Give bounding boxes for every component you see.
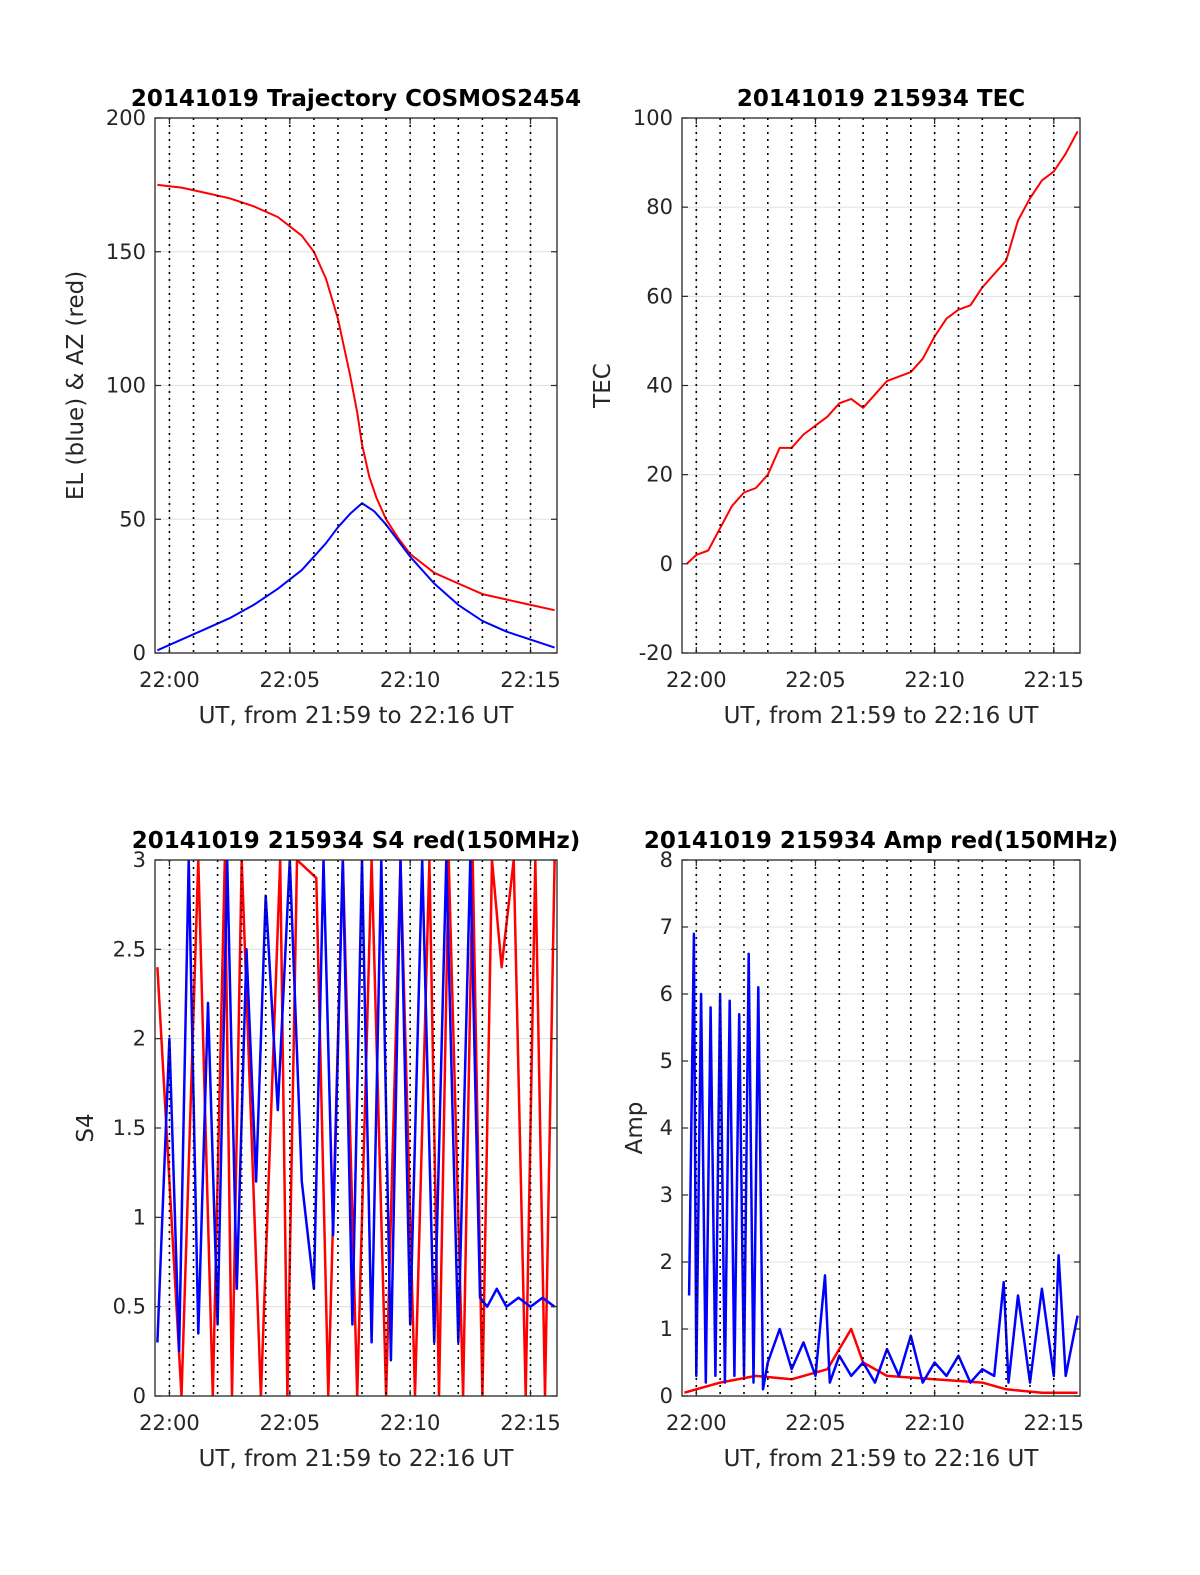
series-line-1 [156, 860, 556, 1396]
y-tick-label: 8 [660, 848, 673, 872]
y-tick-label: 40 [646, 374, 673, 398]
x-axis-label: UT, from 21:59 to 22:16 UT [199, 1446, 515, 1472]
y-tick-label: 0 [133, 1384, 146, 1408]
y-tick-label: 80 [646, 195, 673, 219]
x-axis-label: UT, from 21:59 to 22:16 UT [724, 703, 1040, 729]
series-group [684, 932, 1079, 1394]
y-tick-label: 100 [633, 106, 673, 130]
chart-title: 20141019 Trajectory COSMOS2454 [131, 86, 581, 112]
series-line-2 [687, 932, 1079, 1391]
y-tick-label: 50 [119, 507, 146, 531]
chart-title: 20141019 215934 S4 red(150MHz) [132, 828, 581, 854]
y-tick-label: 60 [646, 284, 673, 308]
y-tick-label: 3 [660, 1183, 673, 1207]
y-axis-label: TEC [590, 363, 616, 409]
y-tick-label: 5 [660, 1049, 673, 1073]
x-tick-label: 22:10 [904, 1411, 965, 1435]
y-axis-label: EL (blue) & AZ (red) [63, 271, 89, 500]
y-tick-label: -20 [639, 641, 673, 665]
x-tick-label: 22:15 [1024, 668, 1085, 692]
x-tick-label: 22:15 [500, 1411, 561, 1435]
x-tick-label: 22:00 [666, 668, 727, 692]
series-line-2 [156, 860, 556, 1362]
x-tick-label: 22:10 [904, 668, 965, 692]
series-group [686, 130, 1079, 565]
y-tick-label: 0.5 [113, 1295, 146, 1319]
y-tick-label: 3 [133, 848, 146, 872]
x-axis-label: UT, from 21:59 to 22:16 UT [724, 1446, 1040, 1472]
y-tick-label: 0 [660, 552, 673, 576]
x-tick-label: 22:00 [666, 1411, 727, 1435]
chart-title: 20141019 215934 TEC [737, 86, 1025, 112]
y-tick-label: 4 [660, 1116, 673, 1140]
y-tick-label: 0 [133, 641, 146, 665]
y-tick-label: 1 [133, 1205, 146, 1229]
x-tick-label: 22:05 [785, 668, 846, 692]
x-tick-label: 22:05 [260, 668, 321, 692]
y-tick-label: 20 [646, 463, 673, 487]
y-tick-label: 2 [133, 1027, 146, 1051]
chart-2: 22:00 22:05 22:10 22:15 -20 0 20 40 60 80 100 20141… [590, 86, 1084, 729]
series-line-2 [156, 502, 555, 652]
x-tick-label: 22:15 [500, 668, 561, 692]
series-group [156, 183, 555, 652]
chart-1: 22:00 22:05 22:10 22:15 0 50 100 150 20020141019… [63, 86, 581, 729]
chart-3: 22:00 22:05 22:10 22:15 0 0.5 1 1.5 2 2.5 32014101… [73, 828, 580, 1472]
x-tick-label: 22:00 [139, 1411, 200, 1435]
y-tick-label: 100 [106, 374, 146, 398]
y-tick-label: 200 [106, 106, 146, 130]
y-tick-label: 6 [660, 982, 673, 1006]
y-tick-label: 2.5 [113, 937, 146, 961]
y-tick-label: 7 [660, 915, 673, 939]
series-group [156, 860, 556, 1396]
y-axis-label: Amp [622, 1102, 648, 1155]
y-axis-label: S4 [73, 1113, 99, 1142]
y-tick-label: 1.5 [113, 1116, 146, 1140]
x-tick-label: 22:05 [260, 1411, 321, 1435]
x-axis-label: UT, from 21:59 to 22:16 UT [199, 703, 515, 729]
x-tick-label: 22:15 [1024, 1411, 1085, 1435]
y-tick-label: 0 [660, 1384, 673, 1408]
series-line-1 [157, 183, 555, 612]
y-tick-label: 150 [106, 240, 146, 264]
chart-title: 20141019 215934 Amp red(150MHz) [644, 828, 1118, 854]
x-tick-label: 22:00 [139, 668, 200, 692]
x-tick-label: 22:10 [380, 668, 441, 692]
x-tick-label: 22:05 [785, 1411, 846, 1435]
y-tick-label: 2 [660, 1250, 673, 1274]
y-tick-label: 1 [660, 1317, 673, 1341]
series-line-1 [686, 130, 1079, 565]
x-tick-label: 22:10 [380, 1411, 441, 1435]
